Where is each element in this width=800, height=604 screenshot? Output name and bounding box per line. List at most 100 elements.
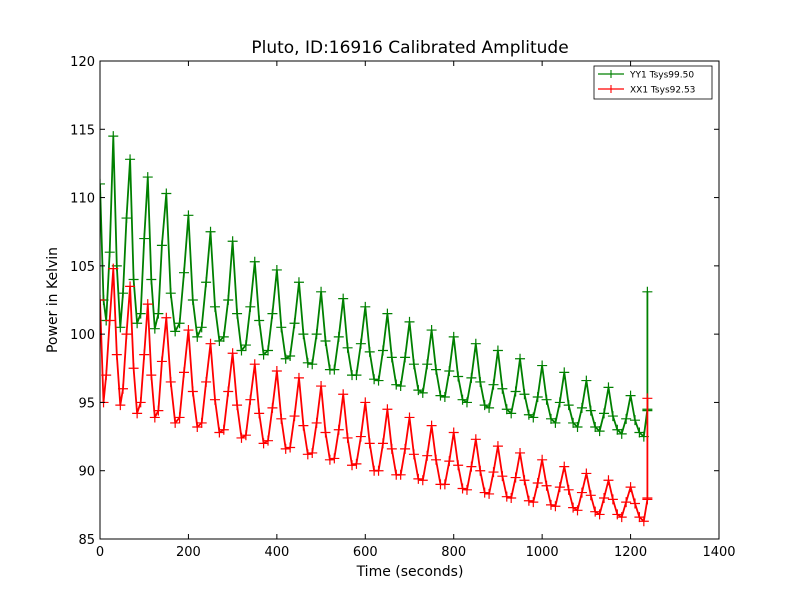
data-point	[192, 331, 203, 342]
data-point	[426, 420, 437, 431]
data-point	[161, 312, 172, 323]
data-point	[391, 379, 402, 390]
data-point	[616, 428, 627, 439]
data-point	[209, 394, 220, 405]
data-point	[523, 409, 534, 420]
data-point	[115, 400, 126, 411]
legend-swatch-marker	[607, 85, 615, 93]
data-point	[289, 411, 300, 422]
data-point	[612, 424, 623, 435]
data-point	[497, 471, 508, 482]
data-point	[146, 370, 157, 381]
data-point	[285, 350, 296, 361]
y-tick-label: 90	[78, 465, 95, 480]
data-point	[174, 412, 185, 423]
data-point	[285, 442, 296, 453]
data-point	[117, 288, 128, 299]
legend-box	[593, 65, 713, 100]
legend-label: YY1 Tsys99.50	[629, 71, 694, 81]
data-point	[470, 434, 481, 445]
y-tick-label: 100	[70, 328, 95, 343]
y-tick-label: 120	[70, 55, 95, 70]
data-point	[373, 465, 384, 476]
data-point	[165, 288, 176, 299]
data-point	[554, 482, 565, 493]
data-point	[128, 363, 139, 374]
data-point	[492, 345, 503, 356]
data-point	[572, 505, 583, 516]
data-point	[351, 458, 362, 469]
data-point	[333, 331, 344, 342]
data-point	[267, 402, 278, 413]
data-point	[165, 376, 176, 387]
data-point	[431, 364, 442, 375]
data-point	[510, 472, 521, 483]
data-point	[236, 345, 247, 356]
data-point	[324, 454, 335, 465]
data-point	[439, 391, 450, 402]
data-point	[100, 295, 105, 305]
data-point	[537, 454, 548, 465]
y-tick-label: 95	[78, 396, 95, 411]
y-tick-label: 105	[70, 260, 95, 275]
data-point	[320, 427, 331, 438]
chart-title: Pluto, ID:16916 Calibrated Amplitude	[251, 38, 568, 58]
data-point	[156, 240, 167, 251]
data-point	[382, 308, 393, 319]
data-point	[585, 490, 596, 501]
data-point	[338, 389, 349, 400]
x-tick-label: 800	[441, 545, 466, 560]
data-point	[519, 475, 530, 486]
data-point	[395, 381, 406, 392]
data-point	[395, 469, 406, 480]
data-point	[139, 349, 150, 360]
data-point	[453, 460, 464, 471]
data-point	[413, 473, 424, 484]
data-point	[302, 357, 313, 368]
data-point	[293, 277, 304, 288]
data-point	[568, 417, 579, 428]
data-point	[364, 346, 375, 357]
data-point	[422, 450, 433, 461]
data-point	[461, 397, 472, 408]
data-point	[554, 397, 565, 408]
data-point	[599, 493, 610, 504]
data-point	[537, 360, 548, 371]
data-point	[492, 441, 503, 452]
data-point	[625, 390, 636, 401]
data-point	[417, 387, 428, 398]
x-tick-label: 400	[264, 545, 289, 560]
data-point	[475, 465, 486, 476]
data-point	[408, 449, 419, 460]
data-point	[209, 301, 220, 312]
data-point	[607, 411, 618, 422]
data-point	[311, 329, 322, 340]
data-point	[218, 331, 229, 342]
data-point	[329, 364, 340, 375]
data-point	[139, 233, 150, 244]
data-point	[187, 386, 198, 397]
data-point	[590, 506, 601, 517]
data-point	[121, 213, 132, 224]
data-point	[625, 482, 636, 493]
data-point	[629, 415, 640, 426]
data-point	[408, 359, 419, 370]
data-point	[108, 131, 119, 142]
data-point	[201, 277, 212, 288]
data-point	[289, 318, 300, 329]
data-point	[515, 353, 526, 364]
plot-area	[100, 131, 653, 527]
data-point	[629, 498, 640, 509]
data-point	[360, 301, 371, 312]
data-point	[153, 308, 164, 319]
data-point	[515, 447, 526, 458]
data-point	[501, 404, 512, 415]
data-point	[559, 367, 570, 378]
data-point	[355, 338, 366, 349]
data-point	[100, 178, 105, 189]
data-point	[528, 412, 539, 423]
data-point	[201, 376, 212, 387]
data-point	[475, 376, 486, 387]
data-point	[642, 393, 653, 404]
